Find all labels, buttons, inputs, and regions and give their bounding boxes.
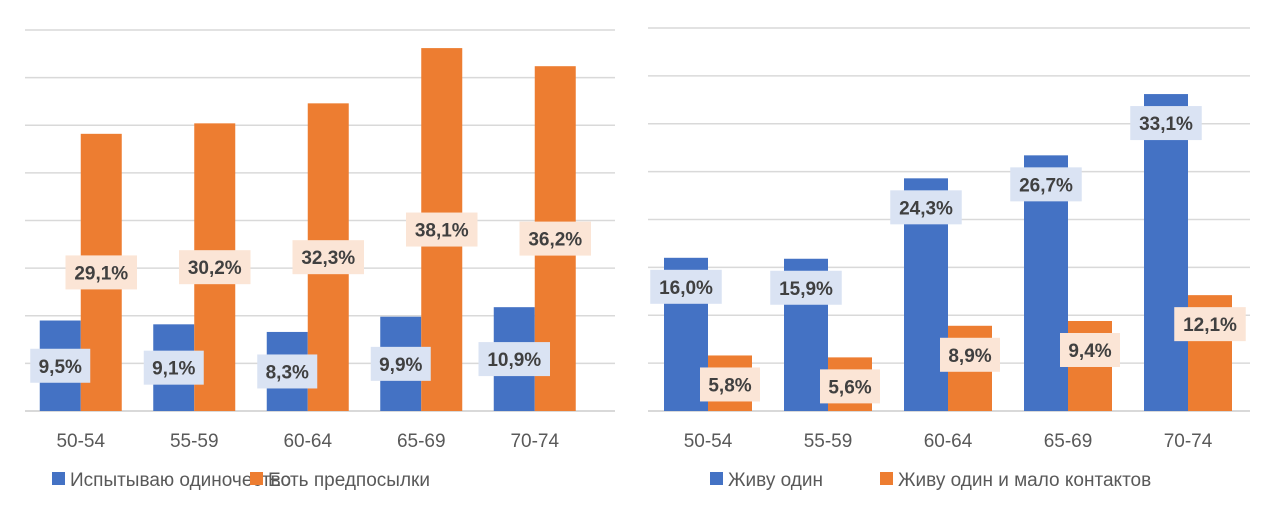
data-label-bg (650, 269, 722, 304)
data-label-bg (257, 354, 318, 389)
legend-swatch (52, 472, 65, 485)
data-label: 10,9% (487, 350, 541, 371)
data-label: 5,8% (708, 375, 751, 396)
data-label-bg (292, 240, 364, 275)
legend-label: Живу один (728, 470, 823, 491)
legend-swatch (250, 472, 263, 485)
legend-label: Испытываю одиночество (70, 470, 291, 491)
data-label-bg (1010, 167, 1082, 202)
data-label: 9,9% (379, 355, 422, 376)
x-tick-label: 70-74 (1164, 431, 1213, 452)
data-label: 8,3% (266, 362, 309, 383)
data-label: 15,9% (779, 279, 833, 300)
data-label: 9,5% (39, 357, 82, 378)
x-tick-label: 55-59 (170, 431, 219, 452)
x-tick-label: 55-59 (804, 431, 853, 452)
data-label-bg (890, 190, 962, 225)
data-label: 32,3% (301, 248, 355, 269)
data-label: 24,3% (899, 198, 953, 219)
data-label: 30,2% (188, 258, 242, 279)
data-label: 16,0% (659, 278, 713, 299)
data-label: 29,1% (74, 263, 128, 284)
data-label-bg (406, 212, 478, 247)
data-label: 36,2% (528, 230, 582, 251)
data-label-bg (30, 348, 91, 383)
data-label: 33,1% (1139, 114, 1193, 135)
x-tick-label: 65-69 (397, 431, 446, 452)
data-label: 26,7% (1019, 175, 1073, 196)
data-label-bg (700, 367, 760, 402)
legend-swatch (880, 472, 893, 485)
legend-label: Живу один и мало контактов (898, 470, 1151, 491)
data-label: 38,1% (415, 221, 469, 242)
data-label-bg (770, 270, 842, 305)
x-tick-label: 50-54 (56, 431, 105, 452)
data-label-bg (179, 250, 251, 285)
x-tick-label: 70-74 (510, 431, 559, 452)
x-tick-label: 60-64 (924, 431, 973, 452)
x-tick-label: 50-54 (684, 431, 733, 452)
x-tick-label: 65-69 (1044, 431, 1093, 452)
legend-label: Есть предпосылки (268, 470, 430, 491)
data-label: 8,9% (948, 346, 991, 367)
data-label-bg (519, 221, 591, 256)
bar (1144, 94, 1188, 411)
data-label-bg (143, 350, 204, 385)
data-label-bg (1174, 307, 1246, 342)
data-label-bg (1130, 106, 1202, 141)
data-label: 5,6% (828, 377, 871, 398)
chart-2: 50-54 55-59 60-64 65-69 70-74 16,0% 5,8% 15,9% 5… (648, 27, 1250, 491)
chart-1: 50-54 55-59 60-64 65-69 70-74 9,5% 29,1% 9,1% 30… (25, 29, 615, 491)
legend-swatch (710, 472, 723, 485)
data-label-bg (1060, 332, 1120, 367)
data-label-bg (370, 346, 431, 381)
data-label-bg (478, 342, 550, 377)
data-label: 9,4% (1068, 341, 1111, 362)
data-label: 9,1% (152, 359, 195, 380)
data-label-bg (940, 337, 1000, 372)
data-label: 12,1% (1183, 315, 1237, 336)
data-label-bg (65, 255, 137, 290)
data-label-bg (820, 369, 880, 404)
x-tick-label: 60-64 (283, 431, 332, 452)
